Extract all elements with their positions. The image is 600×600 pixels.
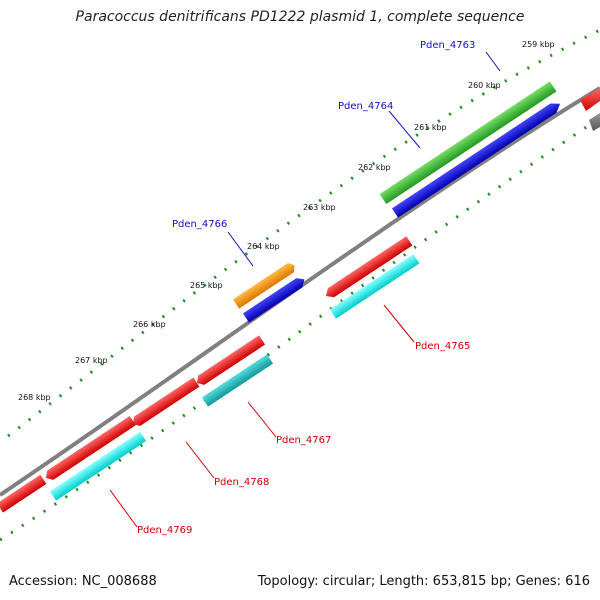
kbp-label: 262 kbp bbox=[358, 163, 391, 172]
kbp-label: 260 kbp bbox=[468, 81, 501, 90]
gene-pden-4766[interactable] bbox=[242, 275, 307, 323]
gene-label-pden-4767[interactable]: Pden_4767 bbox=[276, 435, 331, 446]
kbp-label: 265 kbp bbox=[190, 281, 223, 290]
callout-line-pden-4767 bbox=[247, 401, 277, 438]
gene-red-1[interactable] bbox=[323, 236, 413, 300]
gene-red-5[interactable] bbox=[0, 474, 47, 513]
kbp-label: 264 kbp bbox=[247, 242, 280, 251]
gene-pden-4766-orange[interactable] bbox=[232, 261, 297, 309]
accession-text: Accession: NC_008688 bbox=[9, 574, 157, 589]
gene-label-pden-4768[interactable]: Pden_4768 bbox=[214, 477, 269, 488]
gene-label-pden-4763[interactable]: Pden_4763 bbox=[420, 40, 475, 51]
gene-pden-4765[interactable] bbox=[329, 254, 420, 319]
gene-label-pden-4769[interactable]: Pden_4769 bbox=[137, 525, 192, 536]
map-title: Paracoccus denitrificans PD1222 plasmid … bbox=[75, 9, 525, 25]
gene-label-pden-4766[interactable]: Pden_4766 bbox=[172, 219, 227, 230]
callout-line-pden-4763 bbox=[485, 51, 501, 72]
kbp-label: 261 kbp bbox=[414, 123, 447, 132]
callout-line-pden-4768 bbox=[185, 441, 215, 479]
gene-pden-4768[interactable] bbox=[49, 431, 147, 501]
callout-line-pden-4764 bbox=[388, 110, 421, 149]
kbp-label: 263 kbp bbox=[303, 203, 336, 212]
gene-pden-4767[interactable] bbox=[201, 354, 274, 407]
topology-stats-text: Topology: circular; Length: 653,815 bp; … bbox=[257, 574, 590, 589]
gene-pden-4763[interactable] bbox=[379, 81, 557, 205]
gene-label-pden-4764[interactable]: Pden_4764 bbox=[338, 101, 393, 112]
kbp-label: 259 kbp bbox=[522, 40, 555, 49]
gene-red-3[interactable] bbox=[130, 377, 200, 428]
gene-label-pden-4765[interactable]: Pden_4765 bbox=[415, 341, 470, 352]
gene-red-4[interactable] bbox=[43, 416, 136, 483]
gene-partial-red-edge[interactable] bbox=[580, 88, 600, 111]
plasmid-backbone bbox=[0, 86, 600, 497]
kbp-label: 268 kbp bbox=[18, 393, 51, 402]
kbp-label: 267 kbp bbox=[75, 356, 108, 365]
callout-line-pden-4766 bbox=[227, 231, 254, 267]
gene-partial-grey-edge[interactable] bbox=[589, 113, 600, 131]
kbp-label: 266 kbp bbox=[133, 320, 166, 329]
outer-tick-ring bbox=[7, 28, 600, 438]
callout-line-pden-4769 bbox=[109, 489, 138, 528]
callout-line-pden-4765 bbox=[383, 304, 415, 343]
gene-pden-4764[interactable] bbox=[391, 99, 563, 218]
gene-red-2[interactable] bbox=[194, 335, 266, 387]
